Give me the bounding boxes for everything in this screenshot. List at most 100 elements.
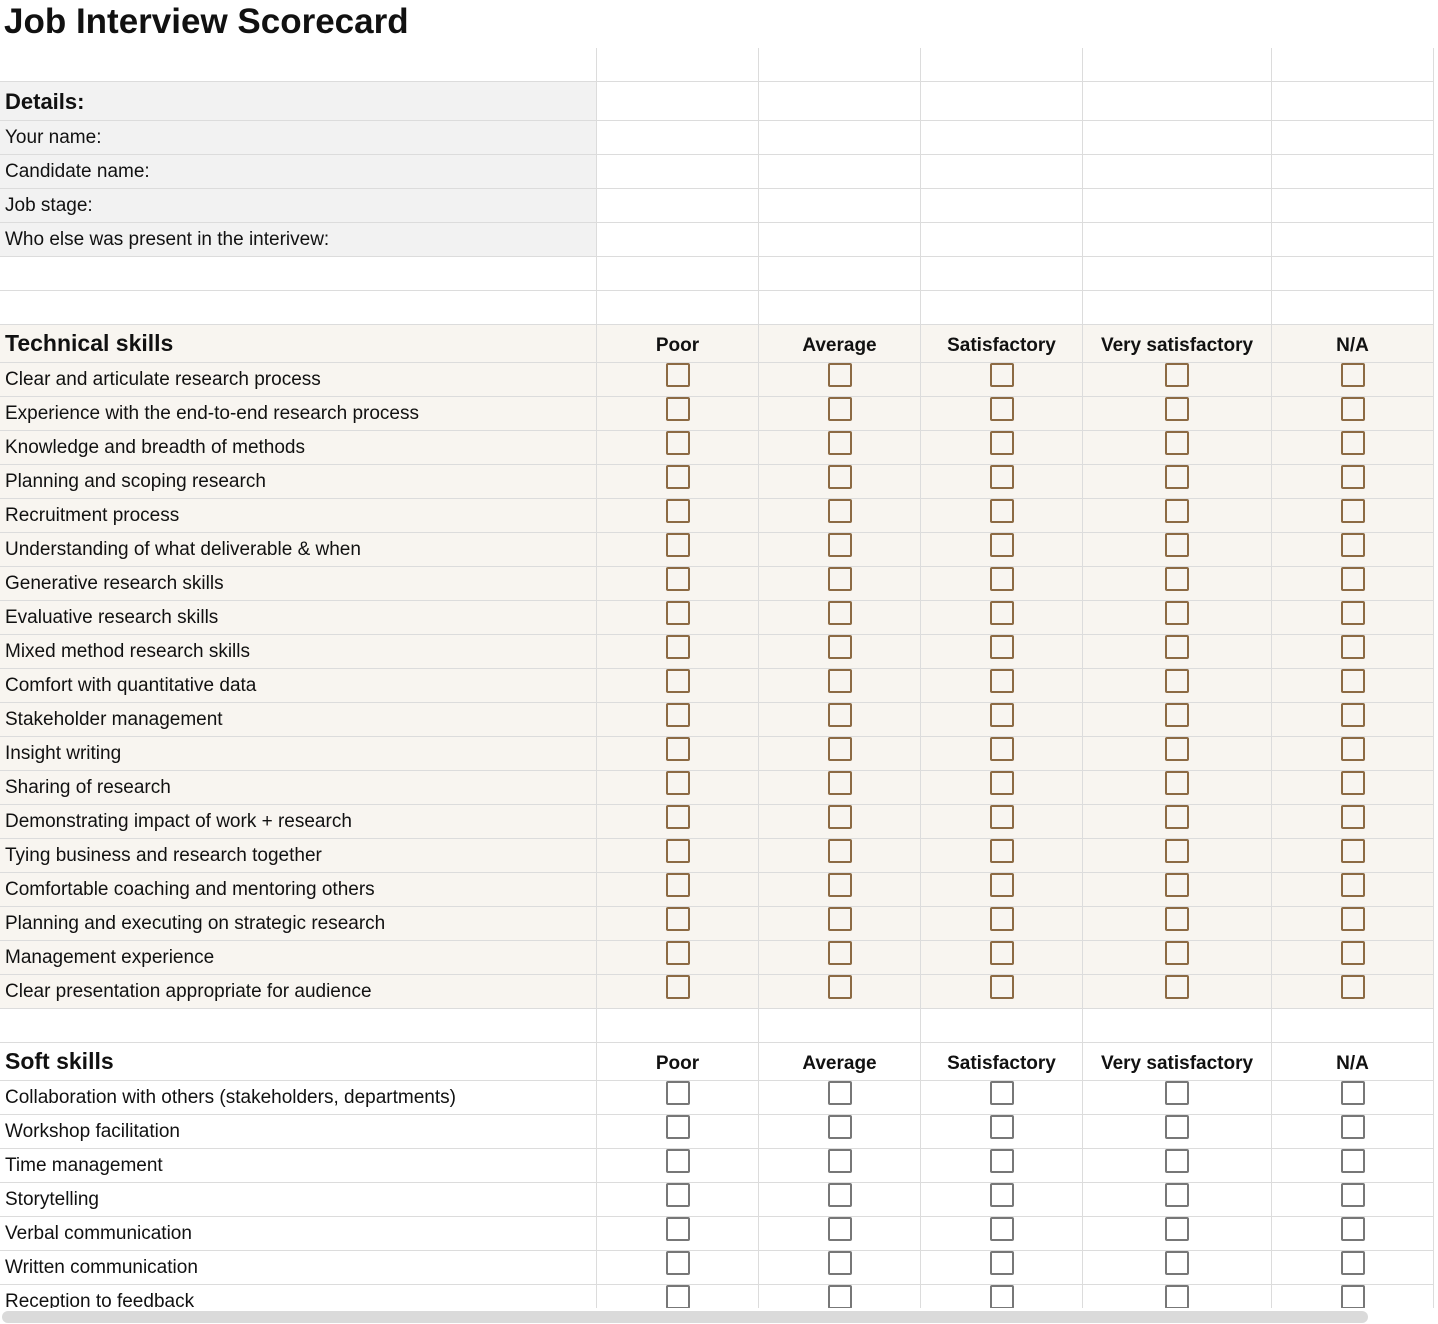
- checkbox[interactable]: [989, 397, 1014, 421]
- checkbox[interactable]: [1340, 1251, 1365, 1275]
- checkbox[interactable]: [1165, 839, 1189, 863]
- checkbox[interactable]: [1165, 1285, 1189, 1308]
- checkbox[interactable]: [665, 465, 690, 489]
- checkbox[interactable]: [989, 839, 1014, 863]
- checkbox[interactable]: [827, 669, 852, 693]
- checkbox[interactable]: [1165, 907, 1189, 931]
- checkbox[interactable]: [1340, 975, 1365, 999]
- checkbox[interactable]: [989, 873, 1014, 897]
- checkbox[interactable]: [665, 601, 690, 625]
- checkbox[interactable]: [989, 907, 1014, 931]
- checkbox[interactable]: [989, 1149, 1014, 1173]
- checkbox[interactable]: [1165, 1115, 1189, 1139]
- checkbox[interactable]: [665, 669, 690, 693]
- checkbox[interactable]: [827, 873, 852, 897]
- checkbox[interactable]: [665, 805, 690, 829]
- checkbox[interactable]: [827, 601, 852, 625]
- checkbox[interactable]: [989, 1251, 1014, 1275]
- field-input[interactable]: [759, 155, 921, 189]
- checkbox[interactable]: [1165, 703, 1189, 727]
- checkbox[interactable]: [1165, 873, 1189, 897]
- checkbox[interactable]: [665, 1149, 690, 1173]
- checkbox[interactable]: [989, 567, 1014, 591]
- checkbox[interactable]: [1340, 363, 1365, 387]
- checkbox[interactable]: [827, 703, 852, 727]
- checkbox[interactable]: [827, 567, 852, 591]
- checkbox[interactable]: [665, 1081, 690, 1105]
- checkbox[interactable]: [1340, 805, 1365, 829]
- field-input[interactable]: [597, 121, 759, 155]
- checkbox[interactable]: [1340, 771, 1365, 795]
- checkbox[interactable]: [1165, 499, 1189, 523]
- checkbox[interactable]: [1340, 873, 1365, 897]
- checkbox[interactable]: [1165, 465, 1189, 489]
- checkbox[interactable]: [989, 941, 1014, 965]
- checkbox[interactable]: [989, 635, 1014, 659]
- field-input[interactable]: [1272, 189, 1434, 223]
- checkbox[interactable]: [665, 975, 690, 999]
- checkbox[interactable]: [1340, 703, 1365, 727]
- field-input[interactable]: [1272, 121, 1434, 155]
- checkbox[interactable]: [665, 907, 690, 931]
- checkbox[interactable]: [827, 941, 852, 965]
- checkbox[interactable]: [665, 1217, 690, 1241]
- field-input[interactable]: [1083, 223, 1272, 257]
- checkbox[interactable]: [665, 737, 690, 761]
- checkbox[interactable]: [1165, 1149, 1189, 1173]
- checkbox[interactable]: [1340, 635, 1365, 659]
- checkbox[interactable]: [1165, 635, 1189, 659]
- checkbox[interactable]: [1165, 941, 1189, 965]
- checkbox[interactable]: [827, 363, 852, 387]
- checkbox[interactable]: [1165, 533, 1189, 557]
- checkbox[interactable]: [1165, 669, 1189, 693]
- checkbox[interactable]: [1340, 839, 1365, 863]
- checkbox[interactable]: [665, 499, 690, 523]
- field-input[interactable]: [1272, 155, 1434, 189]
- field-input[interactable]: [921, 155, 1083, 189]
- checkbox[interactable]: [989, 1081, 1014, 1105]
- checkbox[interactable]: [827, 1251, 852, 1275]
- checkbox[interactable]: [827, 975, 852, 999]
- checkbox[interactable]: [1340, 397, 1365, 421]
- checkbox[interactable]: [1165, 363, 1189, 387]
- field-input[interactable]: [597, 189, 759, 223]
- checkbox[interactable]: [1340, 1115, 1365, 1139]
- checkbox[interactable]: [1340, 533, 1365, 557]
- checkbox[interactable]: [827, 431, 852, 455]
- field-input[interactable]: [759, 223, 921, 257]
- checkbox[interactable]: [989, 431, 1014, 455]
- checkbox[interactable]: [989, 975, 1014, 999]
- field-input[interactable]: [597, 223, 759, 257]
- checkbox[interactable]: [665, 703, 690, 727]
- field-input[interactable]: [1083, 155, 1272, 189]
- checkbox[interactable]: [827, 1081, 852, 1105]
- checkbox[interactable]: [989, 1183, 1014, 1207]
- field-input[interactable]: [1083, 121, 1272, 155]
- checkbox[interactable]: [1340, 499, 1365, 523]
- checkbox[interactable]: [1340, 465, 1365, 489]
- checkbox[interactable]: [1165, 1081, 1189, 1105]
- checkbox[interactable]: [665, 771, 690, 795]
- checkbox[interactable]: [827, 907, 852, 931]
- checkbox[interactable]: [665, 1285, 690, 1308]
- checkbox[interactable]: [1165, 737, 1189, 761]
- checkbox[interactable]: [989, 601, 1014, 625]
- checkbox[interactable]: [989, 465, 1014, 489]
- checkbox[interactable]: [665, 533, 690, 557]
- field-input[interactable]: [1272, 223, 1434, 257]
- checkbox[interactable]: [989, 499, 1014, 523]
- scrollbar[interactable]: [2, 1311, 1368, 1323]
- checkbox[interactable]: [989, 805, 1014, 829]
- checkbox[interactable]: [989, 363, 1014, 387]
- checkbox[interactable]: [665, 397, 690, 421]
- checkbox[interactable]: [1165, 567, 1189, 591]
- checkbox[interactable]: [1340, 941, 1365, 965]
- checkbox[interactable]: [827, 533, 852, 557]
- checkbox[interactable]: [1165, 975, 1189, 999]
- checkbox[interactable]: [827, 1115, 852, 1139]
- checkbox[interactable]: [827, 397, 852, 421]
- checkbox[interactable]: [665, 1251, 690, 1275]
- checkbox[interactable]: [1165, 601, 1189, 625]
- checkbox[interactable]: [827, 1183, 852, 1207]
- field-input[interactable]: [759, 189, 921, 223]
